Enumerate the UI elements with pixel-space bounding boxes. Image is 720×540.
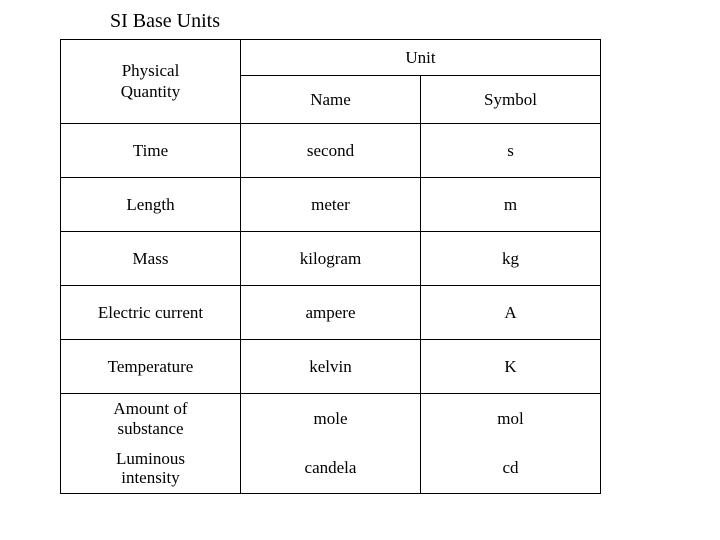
cell-quantity: Mass	[61, 232, 241, 286]
cell-name: mole	[241, 394, 421, 444]
cell-symbol: K	[421, 340, 601, 394]
cell-symbol: cd	[421, 444, 601, 494]
table-row: Amount ofsubstance mole mol	[61, 394, 601, 444]
table-row: Length meter m	[61, 178, 601, 232]
cell-symbol: A	[421, 286, 601, 340]
cell-name: meter	[241, 178, 421, 232]
cell-symbol: kg	[421, 232, 601, 286]
cell-symbol: s	[421, 124, 601, 178]
header-name: Name	[241, 76, 421, 124]
table-row: Luminousintensity candela cd	[61, 444, 601, 494]
table-row: Electric current ampere A	[61, 286, 601, 340]
cell-name: kilogram	[241, 232, 421, 286]
table-row: Time second s	[61, 124, 601, 178]
table-row: Temperature kelvin K	[61, 340, 601, 394]
header-unit: Unit	[241, 40, 601, 76]
page-title: SI Base Units	[110, 10, 660, 33]
cell-symbol: m	[421, 178, 601, 232]
cell-name: kelvin	[241, 340, 421, 394]
cell-quantity: Temperature	[61, 340, 241, 394]
cell-quantity: Length	[61, 178, 241, 232]
cell-symbol: mol	[421, 394, 601, 444]
cell-quantity: Time	[61, 124, 241, 178]
cell-name: second	[241, 124, 421, 178]
header-physical-quantity: PhysicalQuantity	[61, 40, 241, 124]
cell-quantity: Electric current	[61, 286, 241, 340]
cell-quantity: Luminousintensity	[61, 444, 241, 494]
cell-name: candela	[241, 444, 421, 494]
cell-quantity: Amount ofsubstance	[61, 394, 241, 444]
cell-name: ampere	[241, 286, 421, 340]
header-symbol: Symbol	[421, 76, 601, 124]
table-row: Mass kilogram kg	[61, 232, 601, 286]
si-units-table: PhysicalQuantity Unit Name Symbol Time s…	[60, 39, 601, 494]
